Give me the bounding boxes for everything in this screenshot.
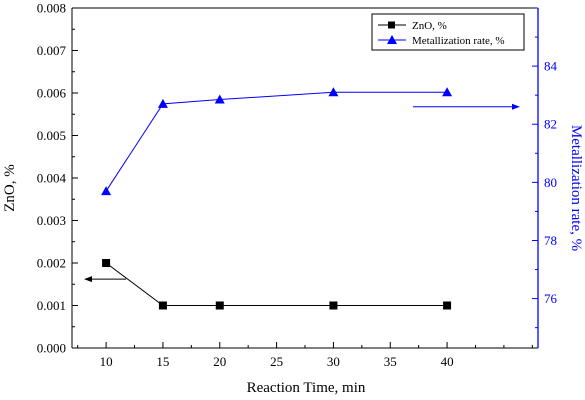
right-tick-label: 84 [544,59,558,74]
left-y-axis: 0.000 0.001 0.002 0.003 0.004 0.005 0.006 0.007… [37,1,78,356]
right-tick-label: 76 [544,291,558,306]
zno-line [105,262,448,306]
metallization-point [214,94,225,104]
annotation-layer [84,103,520,283]
left-tick-label: 0.002 [37,256,66,271]
right-tick-label: 80 [544,175,557,190]
left-y-axis-title: ZnO, % [2,164,18,212]
legend-square-marker [388,21,395,29]
right-tick-label: 78 [544,233,557,248]
zno-point [158,301,167,310]
x-tick-label: 25 [270,354,283,369]
x-tick-label: 15 [156,354,169,369]
legend-entry: ZnO, % [378,20,447,32]
legend-entry: Metallization rate, % [378,35,505,47]
left-tick-label: 0.006 [37,86,67,101]
zno-point [443,301,452,310]
zno-arrowhead [84,276,92,283]
right-y-axis: 76 78 80 82 84 [532,7,558,329]
right-tick-label: 82 [544,117,557,132]
zno-point [215,301,224,310]
left-tick-label: 0.007 [37,43,67,58]
left-tick-label: 0.008 [37,1,66,16]
x-tick-label: 20 [213,354,226,369]
x-axis-title: Reaction Time, min [247,380,366,396]
legend-label: ZnO, % [412,20,447,32]
x-tick-label: 35 [384,354,397,369]
legend-label: Metallization rate, % [412,35,505,47]
legend-box [371,13,525,51]
x-tick-label: 40 [441,354,454,369]
legend-triangle-marker [387,35,397,44]
metallization-point [101,186,112,196]
metallization-point [328,87,339,97]
metallization-point [442,87,453,97]
x-tick-label: 10 [100,354,113,369]
x-axis: 10 15 20 25 30 35 40 [77,342,533,369]
left-tick-label: 0.003 [37,213,66,228]
left-tick-label: 0.004 [37,171,67,186]
left-tick-label: 0.005 [37,128,66,143]
zno-series [102,259,452,310]
right-y-axis-title: Metallization rate, % [568,125,584,251]
metallization-arrowhead [512,103,520,110]
plot-frame [71,7,539,349]
series-layer [101,87,453,310]
metallization-series [101,87,453,196]
left-tick-label: 0.000 [37,341,66,356]
metallization-line [105,91,448,192]
metallization-point [157,98,168,108]
legend: ZnO, % Metallization rate, % [371,13,525,51]
zno-point [329,301,338,310]
left-tick-label: 0.001 [37,298,66,313]
zno-point [102,259,111,267]
x-tick-label: 30 [327,354,340,369]
